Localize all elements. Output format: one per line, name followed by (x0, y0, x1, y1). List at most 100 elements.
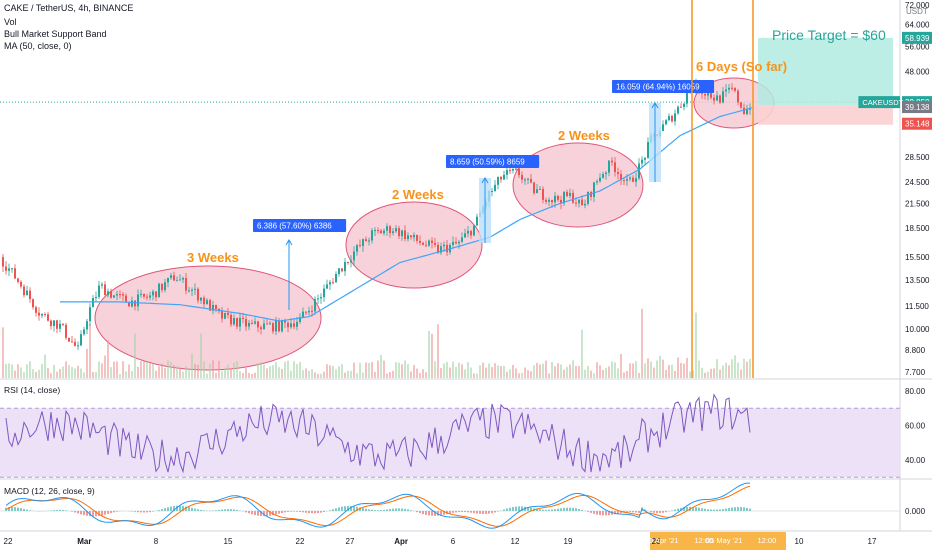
volume-bar (131, 371, 133, 378)
volume-bar (149, 363, 151, 378)
volume-bar (593, 373, 595, 378)
macd-histogram-bar (665, 511, 667, 513)
candle-body (725, 89, 727, 92)
volume-bar (452, 361, 454, 378)
macd-histogram-bar (686, 506, 688, 511)
volume-bar (749, 358, 751, 378)
volume-bar (683, 363, 685, 378)
macd-histogram-bar (485, 511, 487, 514)
candle-body (320, 297, 322, 299)
candle-body (302, 311, 304, 318)
volume-bar (536, 363, 538, 378)
x-tick-label: 10 (795, 537, 804, 546)
macd-histogram-bar (671, 510, 673, 511)
macd-histogram-bar (50, 510, 52, 511)
candle-body (323, 288, 325, 298)
price-tick-label: 28.500 (905, 153, 930, 162)
candle-body (503, 174, 505, 180)
volume-bar (101, 363, 103, 378)
candle-body (71, 341, 73, 343)
volume-bar (734, 355, 736, 378)
candle-body (125, 295, 127, 302)
macd-histogram-bar (350, 505, 352, 511)
volume-bar (398, 362, 400, 378)
x-tick-label: 12 (511, 537, 520, 546)
volume-bar (587, 366, 589, 378)
volume-bar (620, 353, 622, 378)
candle-body (290, 323, 292, 328)
candle-body (542, 188, 544, 200)
macd-histogram-bar (578, 508, 580, 511)
volume-bar (128, 364, 130, 378)
volume-bar (137, 367, 139, 378)
candle-body (140, 293, 142, 295)
candle-body (719, 95, 721, 103)
macd-histogram-bar (281, 511, 283, 514)
macd-histogram-bar (113, 511, 115, 513)
candle-body (56, 320, 58, 329)
candle-body (614, 162, 616, 173)
candle-body (470, 230, 472, 236)
macd-histogram-bar (575, 508, 577, 511)
macd-histogram-bar (194, 508, 196, 511)
macd-histogram-bar (269, 511, 271, 516)
volume-bar (308, 370, 310, 378)
volume-bar (125, 371, 127, 378)
candle-body (446, 244, 448, 253)
macd-histogram-bar (329, 510, 331, 511)
price-tick-label: 48.000 (905, 68, 930, 77)
macd-histogram-bar (467, 511, 469, 513)
macd-histogram-bar (566, 507, 568, 511)
volume-bar (272, 365, 274, 378)
macd-histogram-bar (221, 509, 223, 511)
volume-bar (431, 333, 433, 378)
macd-histogram-bar (341, 506, 343, 511)
volume-bar (644, 363, 646, 378)
volume-bar (353, 362, 355, 378)
volume-bar (281, 368, 283, 378)
volume-bar (20, 367, 22, 378)
candle-body (347, 262, 349, 264)
volume-bar (344, 372, 346, 378)
volume-bar (134, 333, 136, 378)
volume-bar (362, 372, 364, 378)
volume-bar (638, 372, 640, 378)
volume-bar (656, 360, 658, 378)
volume-bar (299, 361, 301, 378)
price-unit-label: USDT (906, 7, 928, 16)
volume-bar (479, 365, 481, 378)
volume-bar (563, 369, 565, 378)
candle-body (365, 239, 367, 242)
candle-body (191, 289, 193, 291)
candle-body (413, 234, 415, 238)
symbol-title: CAKE / TetherUS, 4h, BINANCE (4, 3, 134, 13)
volume-bar (146, 361, 148, 378)
volume-bar (692, 370, 694, 378)
volume-bar (446, 361, 448, 378)
candle-body (278, 320, 280, 332)
candle-body (206, 300, 208, 305)
volume-bar (719, 369, 721, 378)
candle-body (602, 174, 604, 178)
volume-bar (320, 373, 322, 378)
candle-body (53, 320, 55, 327)
volume-bar (377, 360, 379, 378)
volume-bar (512, 364, 514, 378)
volume-bar (605, 367, 607, 378)
macd-histogram-bar (746, 507, 748, 511)
macd-histogram-bar (320, 511, 322, 513)
volume-bar (560, 364, 562, 378)
volume-bar (155, 370, 157, 378)
volume-bar (590, 370, 592, 378)
price-tick-label: 21.500 (905, 199, 930, 208)
macd-histogram-bar (227, 509, 229, 511)
x-highlight-label: 12:00 (758, 536, 777, 545)
macd-histogram-bar (380, 510, 382, 511)
x-tick-label: 15 (224, 537, 233, 546)
volume-bar (74, 368, 76, 378)
volume-bar (365, 362, 367, 378)
candle-body (221, 311, 223, 319)
candle-body (59, 323, 61, 329)
candle-body (308, 310, 310, 313)
